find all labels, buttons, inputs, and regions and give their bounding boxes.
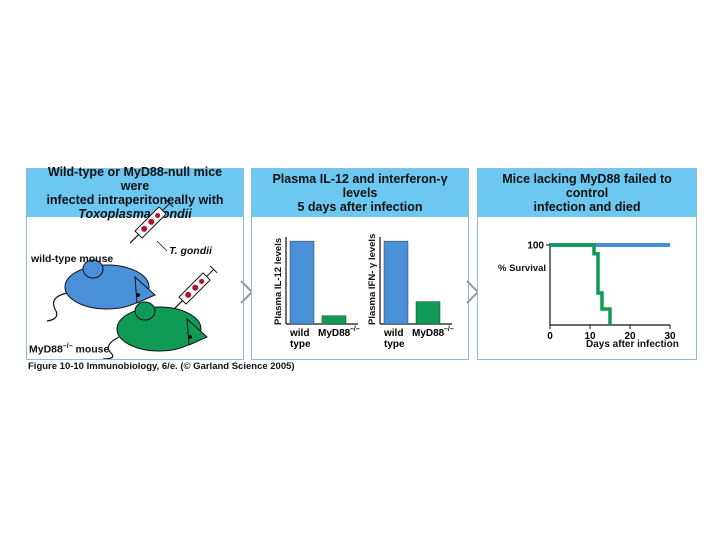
category-label-myd88-sup: –/– [444, 326, 454, 333]
label-myd88-text: MyD88 [29, 343, 63, 356]
bar [415, 301, 441, 325]
survival-line-chart: 0 10 20 30 100 [527, 241, 676, 343]
header-line: 5 days after infection [297, 200, 423, 214]
bar [383, 240, 409, 325]
panel-cytokines-header: Plasma IL-12 and interferon-γ levels 5 d… [252, 169, 468, 217]
survival-ylabel: % Survival [498, 263, 547, 274]
category-label-myd88: MyD88 [412, 328, 445, 339]
category-label-wild: wild [383, 328, 403, 339]
x-tick-label: 10 [584, 331, 596, 342]
header-line: infection and died [533, 200, 641, 214]
panel-survival: Mice lacking MyD88 failed to control inf… [477, 168, 697, 360]
label-myd88-suffix: mouse [72, 343, 110, 356]
il12-axis-label: Plasma IL-12 levels [273, 237, 284, 325]
category-label-myd88: MyD88 [318, 328, 351, 339]
wild-type-mouse-icon [46, 259, 156, 322]
bar [289, 240, 315, 325]
category-label-myd88-sup: –/– [350, 326, 360, 333]
y-tick-label: 100 [527, 241, 544, 252]
label-t-gondii: T. gondii [169, 245, 212, 257]
x-tick-label: 0 [547, 331, 553, 342]
category-label-wild: wild [289, 328, 309, 339]
x-tick-label: 30 [664, 331, 676, 342]
myd88-mouse-icon [102, 301, 208, 359]
header-line: Plasma IL-12 and interferon-γ levels [272, 172, 448, 200]
label-myd88-mouse: MyD88–/– mouse [29, 343, 109, 356]
survival-xlabel: Days after infection [586, 339, 679, 350]
figure-caption: Figure 10-10 Immunobiology, 6/e. (© Garl… [28, 361, 295, 372]
bar [321, 315, 347, 325]
header-line: infected intraperitoneally with [46, 193, 224, 207]
panel-cytokines: Plasma IL-12 and interferon-γ levels 5 d… [251, 168, 469, 360]
mice-illustration [46, 199, 218, 359]
header-line-species: Toxoplasma gondii [78, 207, 192, 221]
panel-survival-header: Mice lacking MyD88 failed to control inf… [478, 169, 696, 217]
header-line: Mice lacking MyD88 failed to control [502, 172, 672, 200]
x-tick-label: 20 [624, 331, 636, 342]
label-wild-type-mouse: wild-type mouse [31, 253, 114, 265]
category-label-wild-line2: type [290, 339, 311, 350]
panel-infection: Wild-type or MyD88-null mice were infect… [26, 165, 244, 360]
panel-infection-header: Wild-type or MyD88-null mice were infect… [27, 165, 243, 221]
label-myd88-sup: –/– [62, 343, 73, 350]
ifn-axis-label: Plasma IFN- γ levels [367, 233, 378, 325]
syringe-icon [173, 265, 218, 310]
series-myd88-line [550, 243, 612, 325]
category-label-wild-line2: type [384, 339, 405, 350]
syringe-icon [129, 199, 174, 244]
header-line: Wild-type or MyD88-null mice were [47, 165, 223, 193]
